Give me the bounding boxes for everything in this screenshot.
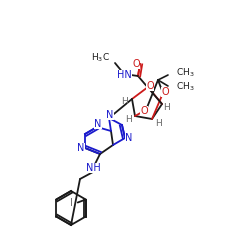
Text: H: H: [154, 120, 162, 128]
Text: I: I: [70, 198, 73, 208]
Text: O: O: [132, 59, 140, 69]
Text: N: N: [94, 119, 102, 129]
Text: H: H: [124, 114, 132, 124]
Text: N: N: [106, 110, 114, 120]
Text: N: N: [125, 133, 133, 143]
Text: H$_3$C: H$_3$C: [91, 52, 110, 64]
Text: NH: NH: [86, 163, 100, 173]
Text: O: O: [140, 106, 148, 116]
Text: HN: HN: [116, 70, 132, 80]
Text: H: H: [122, 96, 128, 106]
Text: H: H: [164, 104, 170, 112]
Text: O: O: [161, 87, 169, 97]
Text: CH$_3$: CH$_3$: [176, 67, 195, 79]
Text: CH$_3$: CH$_3$: [176, 81, 195, 93]
Text: O: O: [146, 81, 154, 91]
Text: N: N: [77, 143, 85, 153]
